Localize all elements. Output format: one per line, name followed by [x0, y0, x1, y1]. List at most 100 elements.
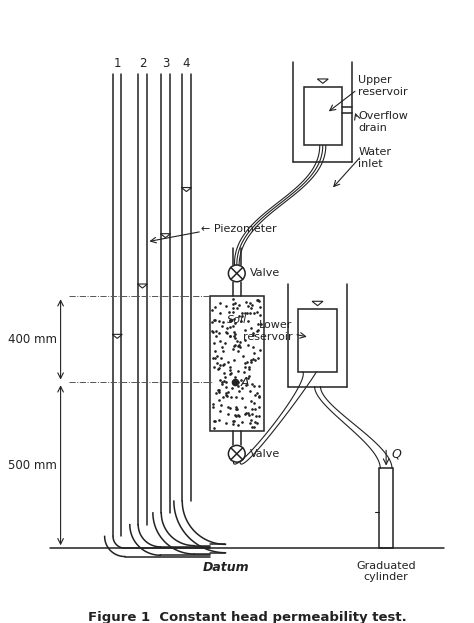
Point: [229, 321, 237, 331]
Point: [256, 302, 264, 312]
Point: [235, 311, 243, 321]
Point: [224, 402, 232, 412]
Point: [237, 316, 245, 326]
Point: [233, 303, 241, 313]
Point: [248, 409, 256, 419]
Point: [224, 357, 231, 367]
Point: [241, 335, 249, 345]
Point: [230, 331, 238, 341]
Point: [224, 387, 231, 397]
Point: [236, 411, 243, 421]
Point: [217, 336, 224, 346]
Point: [215, 316, 222, 326]
Point: [231, 298, 239, 308]
Point: [231, 329, 238, 339]
Text: Soil: Soil: [227, 315, 247, 325]
Point: [248, 396, 255, 406]
Point: [229, 345, 237, 354]
Point: [243, 379, 250, 389]
Point: [226, 369, 233, 379]
Point: [219, 376, 226, 386]
Point: [242, 409, 249, 419]
Point: [222, 371, 229, 381]
Point: [224, 391, 231, 401]
Point: [255, 381, 263, 391]
Point: [214, 364, 222, 374]
Point: [215, 363, 222, 373]
Point: [222, 388, 229, 397]
Point: [209, 305, 216, 315]
Point: [238, 310, 246, 320]
Point: [253, 326, 261, 336]
Point: [222, 383, 229, 392]
Point: [223, 323, 231, 333]
Point: [249, 342, 257, 352]
Point: [237, 342, 244, 352]
Point: [237, 337, 244, 347]
Text: 3: 3: [162, 57, 169, 70]
Point: [220, 376, 228, 386]
Point: [255, 411, 263, 421]
Point: [234, 346, 242, 356]
Point: [222, 301, 229, 311]
Point: [212, 326, 219, 336]
Point: [229, 303, 237, 313]
Point: [210, 338, 218, 348]
Point: [252, 417, 259, 427]
Point: [219, 342, 226, 352]
Point: [212, 302, 219, 312]
Point: [222, 328, 230, 338]
Point: [238, 392, 246, 402]
Point: [213, 351, 220, 361]
Point: [248, 300, 255, 310]
Point: [212, 388, 219, 397]
Point: [226, 363, 234, 373]
Point: [215, 384, 223, 394]
Point: [244, 316, 251, 326]
Point: [252, 411, 260, 421]
Point: [217, 406, 224, 416]
Point: [231, 411, 238, 421]
Point: [216, 386, 223, 396]
Point: [251, 390, 259, 400]
Point: [232, 402, 240, 412]
Text: Water
inlet: Water inlet: [358, 147, 392, 169]
Point: [210, 328, 217, 338]
Text: 500 mm: 500 mm: [9, 459, 57, 472]
Point: [247, 356, 255, 366]
Point: [220, 368, 228, 378]
Point: [240, 351, 247, 361]
Point: [252, 356, 259, 366]
Point: [238, 383, 246, 393]
Point: [230, 354, 238, 364]
Point: [208, 326, 216, 336]
Point: [241, 358, 248, 368]
Point: [253, 295, 261, 305]
Point: [256, 310, 264, 320]
Point: [249, 328, 257, 338]
Text: 2: 2: [139, 57, 146, 70]
Point: [224, 328, 231, 338]
Point: [229, 294, 237, 304]
Point: [219, 346, 227, 356]
Text: 1: 1: [113, 57, 121, 70]
Point: [222, 377, 229, 387]
Point: [232, 340, 239, 350]
Text: Valve: Valve: [250, 269, 281, 278]
Point: [246, 298, 254, 308]
Point: [216, 298, 224, 308]
Point: [228, 383, 236, 393]
Point: [255, 392, 263, 402]
Point: [231, 318, 239, 328]
Point: [229, 419, 237, 429]
Point: [241, 308, 248, 318]
Text: $Q$: $Q$: [391, 447, 402, 461]
Point: [234, 381, 242, 391]
Point: [227, 392, 235, 402]
Point: [211, 315, 219, 325]
Point: [242, 362, 249, 372]
Point: [235, 386, 243, 396]
Point: [254, 319, 262, 329]
Point: [255, 296, 263, 306]
Point: [234, 377, 242, 387]
